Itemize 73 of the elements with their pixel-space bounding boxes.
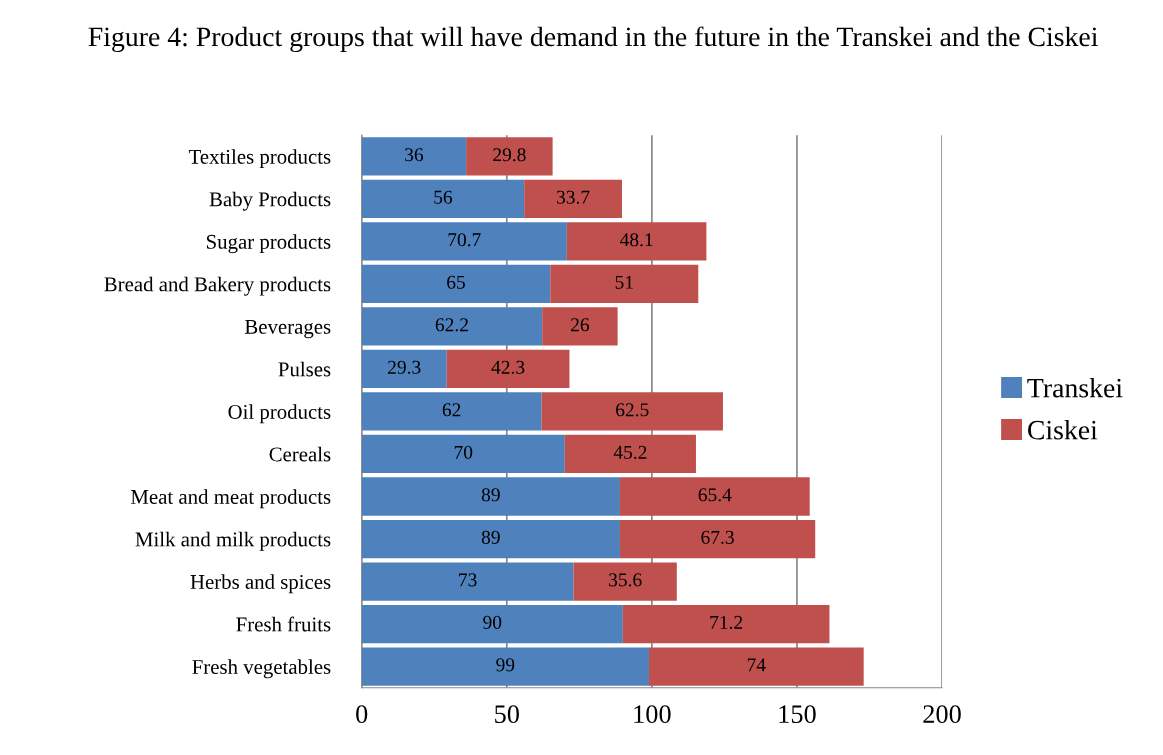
data-label: 48.1	[619, 233, 653, 247]
bar	[619, 477, 810, 516]
y-tick-label: Milk and milk products	[135, 531, 331, 551]
data-label: 65	[447, 275, 465, 289]
bar	[361, 137, 467, 176]
data-label: 33.7	[557, 190, 590, 204]
y-tick-label: Sugar products	[206, 234, 331, 254]
bar	[573, 562, 677, 601]
y-tick-label: Baby Products	[209, 191, 331, 211]
data-label: 29.8	[493, 148, 526, 162]
bar	[361, 562, 574, 601]
data-label: 62.5	[616, 403, 649, 417]
bar	[466, 137, 553, 176]
chart-title: Figure 4: Product groups that will have demand in the future in the Transkei and the Ciskei	[88, 26, 1098, 52]
bar	[361, 222, 567, 261]
bar	[550, 264, 699, 304]
data-label: 70.7	[448, 233, 481, 247]
bar	[361, 307, 543, 346]
data-label: 56	[434, 190, 453, 204]
data-label: 74	[747, 658, 766, 672]
data-label: 90	[483, 615, 502, 629]
bar	[541, 392, 723, 431]
y-tick-label: Oil products	[228, 404, 331, 424]
y-tick-label: Meat and meat products	[130, 489, 331, 509]
data-label: 62	[442, 403, 461, 417]
data-label: 45.2	[613, 445, 647, 459]
x-tick-label: 200	[923, 705, 961, 724]
data-label: 62.2	[435, 318, 468, 332]
y-tick-label: Bread and Bakery products	[104, 276, 331, 296]
data-label: 42.3	[491, 360, 525, 374]
bar	[361, 434, 565, 474]
bar	[361, 477, 620, 516]
data-label: 51	[615, 275, 633, 289]
bar	[361, 349, 447, 389]
data-label: 89	[481, 488, 500, 502]
y-tick-label: Fresh fruits	[236, 616, 331, 632]
y-tick-label: Beverages	[244, 320, 331, 339]
legend-label: Transkei	[1027, 377, 1123, 398]
bar	[361, 392, 542, 431]
bar	[524, 179, 622, 219]
data-label: 89	[481, 530, 500, 544]
bar	[566, 222, 707, 261]
data-label: 67.3	[701, 530, 734, 544]
data-label: 71.2	[710, 615, 743, 629]
bar	[542, 307, 618, 346]
bar	[361, 264, 551, 304]
data-label: 65.4	[698, 488, 732, 502]
data-label: 26	[571, 318, 590, 332]
data-label: 99	[496, 658, 515, 672]
bar	[648, 647, 864, 686]
data-label: 29.3	[388, 360, 421, 374]
data-label: 35.6	[609, 573, 642, 587]
y-tick-label: Herbs and spices	[190, 574, 331, 594]
bar	[361, 604, 623, 644]
data-label: 70	[454, 445, 473, 459]
data-label: 36	[405, 148, 424, 162]
x-tick-label: 0	[356, 705, 368, 724]
bar	[446, 349, 570, 389]
y-tick-label: Fresh vegetables	[192, 659, 331, 679]
legend-label: Ciskei	[1027, 419, 1098, 440]
y-tick-label: Textiles products	[188, 149, 331, 169]
bar	[361, 179, 525, 219]
bar	[564, 434, 696, 474]
x-tick-label: 150	[779, 705, 816, 724]
y-tick-label: Pulses	[278, 361, 331, 377]
bar	[619, 519, 816, 559]
data-label: 73	[459, 573, 477, 587]
y-tick-label: Cereals	[269, 446, 331, 462]
x-tick-label: 50	[495, 705, 519, 724]
bar	[622, 604, 830, 644]
bar	[361, 647, 649, 686]
x-tick-label: 100	[634, 705, 671, 724]
bar	[361, 519, 620, 559]
